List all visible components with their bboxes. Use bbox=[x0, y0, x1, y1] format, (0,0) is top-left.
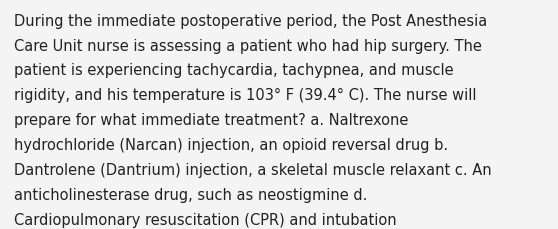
Text: hydrochloride (Narcan) injection, an opioid reversal drug b.: hydrochloride (Narcan) injection, an opi… bbox=[14, 137, 448, 152]
Text: Care Unit nurse is assessing a patient who had hip surgery. The: Care Unit nurse is assessing a patient w… bbox=[14, 38, 482, 53]
Text: Cardiopulmonary resuscitation (CPR) and intubation: Cardiopulmonary resuscitation (CPR) and … bbox=[14, 212, 397, 226]
Text: anticholinesterase drug, such as neostigmine d.: anticholinesterase drug, such as neostig… bbox=[14, 187, 367, 202]
Text: Dantrolene (Dantrium) injection, a skeletal muscle relaxant c. An: Dantrolene (Dantrium) injection, a skele… bbox=[14, 162, 492, 177]
Text: During the immediate postoperative period, the Post Anesthesia: During the immediate postoperative perio… bbox=[14, 14, 487, 29]
Text: prepare for what immediate treatment? a. Naltrexone: prepare for what immediate treatment? a.… bbox=[14, 113, 408, 128]
Text: patient is experiencing tachycardia, tachypnea, and muscle: patient is experiencing tachycardia, tac… bbox=[14, 63, 454, 78]
Text: rigidity, and his temperature is 103° F (39.4° C). The nurse will: rigidity, and his temperature is 103° F … bbox=[14, 88, 477, 103]
